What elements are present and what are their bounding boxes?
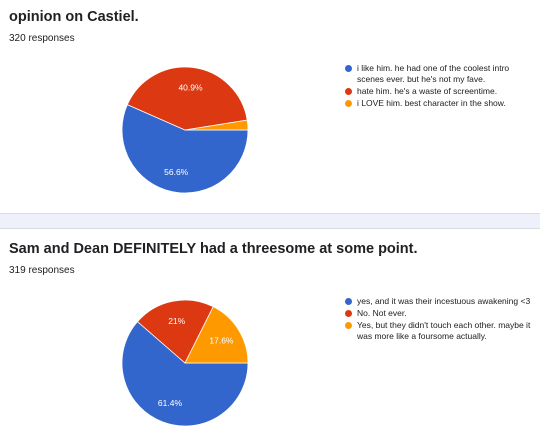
section-divider bbox=[0, 213, 540, 229]
question-title: opinion on Castiel. bbox=[9, 9, 139, 25]
slice-label: 40.9% bbox=[178, 83, 203, 93]
pie-slice bbox=[136, 299, 214, 364]
pie-slice bbox=[126, 66, 248, 131]
question-card-threesome: Sam and Dean DEFINITELY had a threesome … bbox=[0, 229, 540, 448]
legend-swatch bbox=[345, 65, 352, 72]
legend-item: i like him. he had one of the coolest in… bbox=[345, 63, 533, 85]
slice-label: 17.6% bbox=[209, 336, 234, 346]
legend-label: No. Not ever. bbox=[357, 308, 407, 318]
legend-swatch bbox=[345, 322, 352, 329]
slice-label: 61.4% bbox=[158, 398, 183, 408]
legend-label: hate him. he's a waste of screentime. bbox=[357, 86, 498, 96]
question-card-castiel: opinion on Castiel. 320 responses 56.6% 4… bbox=[0, 0, 540, 213]
response-count: 320 responses bbox=[9, 33, 75, 44]
legend-item: yes, and it was their incestuous awakeni… bbox=[345, 296, 533, 307]
legend-swatch bbox=[345, 298, 352, 305]
legend-swatch bbox=[345, 88, 352, 95]
legend-item: i LOVE him. best character in the show. bbox=[345, 98, 533, 109]
legend-item: hate him. he's a waste of screentime. bbox=[345, 86, 533, 97]
legend-label: yes, and it was their incestuous awakeni… bbox=[357, 296, 531, 306]
legend-swatch bbox=[345, 310, 352, 317]
chart-legend: yes, and it was their incestuous awakeni… bbox=[345, 296, 533, 343]
slice-label: 21% bbox=[168, 316, 185, 326]
chart-legend: i like him. he had one of the coolest in… bbox=[345, 63, 533, 110]
response-count: 319 responses bbox=[9, 265, 75, 276]
legend-item: Yes, but they didn't touch each other. m… bbox=[345, 320, 533, 342]
legend-label: i like him. he had one of the coolest in… bbox=[357, 63, 510, 84]
question-title: Sam and Dean DEFINITELY had a threesome … bbox=[9, 241, 418, 257]
legend-label: i LOVE him. best character in the show. bbox=[357, 98, 506, 108]
pie-slice bbox=[184, 306, 249, 364]
legend-item: No. Not ever. bbox=[345, 308, 533, 319]
pie-chart: 56.6% 40.9% bbox=[121, 66, 249, 194]
legend-swatch bbox=[345, 100, 352, 107]
pie-slice bbox=[121, 104, 249, 194]
pie-chart: 61.4% 21% 17.6% bbox=[121, 299, 249, 427]
slice-label: 56.6% bbox=[164, 167, 189, 177]
legend-label: Yes, but they didn't touch each other. m… bbox=[357, 320, 531, 341]
pie-slice bbox=[121, 321, 249, 427]
pie-slice bbox=[184, 119, 249, 131]
